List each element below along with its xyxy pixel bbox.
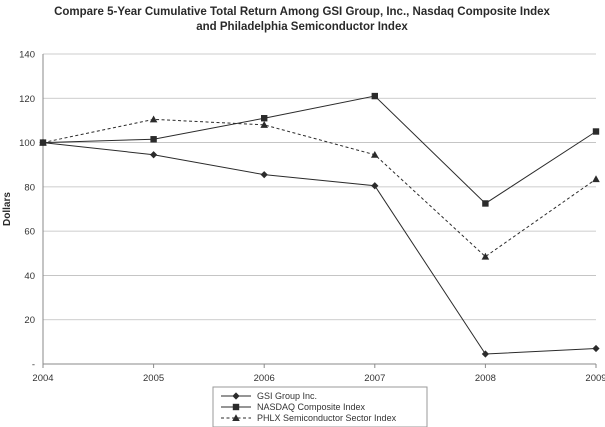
axes <box>42 54 596 365</box>
y-tick-label: 80 <box>24 182 35 193</box>
x-tick-label: 2004 <box>32 373 53 384</box>
x-tick-label: 2007 <box>364 373 385 384</box>
data-point-square <box>232 403 240 411</box>
x-tick-label: 2005 <box>143 373 164 384</box>
legend-entry: NASDAQ Composite Index <box>221 402 366 412</box>
data-point-triangle <box>149 115 158 123</box>
data-point-triangle <box>232 414 240 422</box>
data-point-square <box>261 115 268 122</box>
y-axis-label: Dollars <box>2 192 13 226</box>
data-point-diamond <box>232 392 240 400</box>
y-axis-tick-labels: - 20 40 60 80 100 120 140 <box>19 50 35 371</box>
chart-title: Compare 5-Year Cumulative Total Return A… <box>54 6 550 18</box>
legend-label: PHLX Semiconductor Sector Index <box>257 413 397 423</box>
series-line <box>42 95 597 205</box>
y-tick-label: 40 <box>24 271 35 282</box>
x-tick-label: 2008 <box>475 373 496 384</box>
data-point-diamond <box>481 350 489 358</box>
data-point-triangle <box>481 252 490 260</box>
data-point-square <box>592 128 600 135</box>
series-triangle <box>39 115 600 260</box>
data-point-square <box>482 200 489 207</box>
data-point-square <box>371 92 378 100</box>
data-point-diamond <box>371 182 379 190</box>
y-tick-label: 140 <box>19 50 35 61</box>
data-point-square <box>150 136 157 143</box>
y-tick-label: 120 <box>19 94 35 105</box>
legend-label: NASDAQ Composite Index <box>257 402 366 412</box>
y-tick-label: 100 <box>19 138 35 149</box>
data-point-diamond <box>592 344 600 353</box>
series-line <box>42 118 597 258</box>
x-tick-label: 2009 <box>585 373 605 384</box>
data-point-triangle <box>39 138 47 146</box>
y-tick-label: 20 <box>24 315 35 326</box>
chart-subtitle: and Philadelphia Semiconductor Index <box>196 21 408 33</box>
data-series <box>39 92 600 358</box>
series-diamond <box>39 138 600 358</box>
grid-lines <box>43 53 596 321</box>
data-point-diamond <box>150 151 158 159</box>
x-tick-label: 2006 <box>254 373 275 384</box>
series-line <box>42 142 597 355</box>
data-point-triangle <box>371 150 379 158</box>
x-axis-tick-labels: 2004 2005 2006 2007 2008 2009 <box>32 364 605 384</box>
legend-box <box>212 386 428 427</box>
data-point-triangle <box>592 175 600 183</box>
y-tick-label: 60 <box>24 227 35 238</box>
y-tick-label: - <box>32 360 35 371</box>
legend-label: GSI Group Inc. <box>257 391 317 401</box>
legend-entry: PHLX Semiconductor Sector Index <box>221 413 397 423</box>
data-point-diamond <box>260 171 268 179</box>
legend: GSI Group Inc.NASDAQ Composite IndexPHLX… <box>212 386 428 427</box>
data-point-triangle <box>260 121 268 128</box>
legend-entry: GSI Group Inc. <box>221 391 317 401</box>
series-square <box>39 92 600 207</box>
